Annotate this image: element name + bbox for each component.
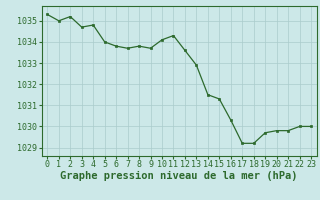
X-axis label: Graphe pression niveau de la mer (hPa): Graphe pression niveau de la mer (hPa) — [60, 171, 298, 181]
